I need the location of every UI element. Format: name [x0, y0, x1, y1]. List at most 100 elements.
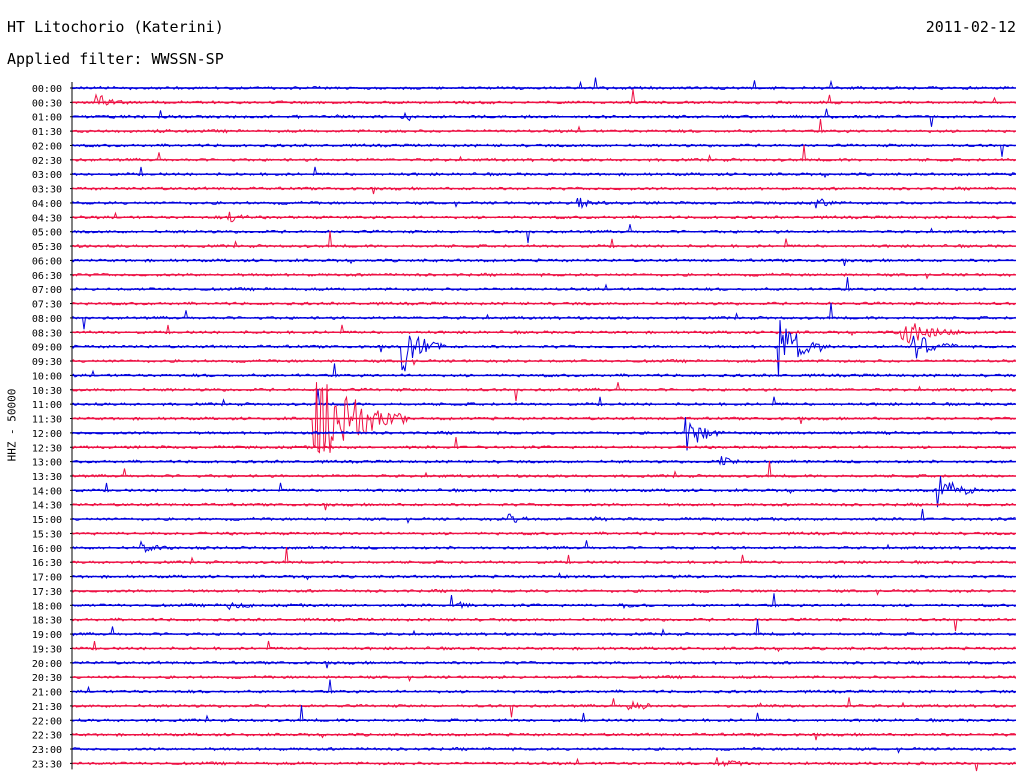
- row-time-label: 15:00: [32, 515, 62, 526]
- row-time-label: 00:30: [32, 98, 62, 109]
- trace-row-0530: 05:30: [32, 230, 1016, 253]
- trace-row-2200: 22:00: [32, 705, 1016, 727]
- trace-row-0000: 00:00: [32, 77, 1016, 95]
- trace-row-1730: 17:30: [32, 587, 1016, 598]
- row-time-label: 17:30: [32, 587, 62, 598]
- trace-row-1430: 14:30: [32, 501, 1016, 512]
- seismic-trace: [71, 230, 1016, 249]
- trace-row-1800: 18:00: [32, 593, 1016, 612]
- date-label: 2011-02-12: [925, 18, 1016, 36]
- trace-row-1300: 13:00: [32, 456, 1016, 469]
- row-time-label: 13:30: [32, 472, 62, 483]
- trace-row-1130: 11:30: [32, 382, 1016, 454]
- trace-row-0330: 03:30: [32, 185, 1016, 196]
- row-time-label: 04:30: [32, 213, 62, 224]
- row-time-label: 19:30: [32, 644, 62, 655]
- trace-row-1530: 15:30: [32, 529, 1016, 540]
- trace-row-0700: 07:00: [32, 277, 1016, 296]
- row-time-label: 13:00: [32, 458, 62, 469]
- seismic-trace: [71, 417, 1016, 451]
- trace-row-1830: 18:30: [32, 616, 1016, 632]
- row-time-label: 12:30: [32, 443, 62, 454]
- trace-row-0600: 06:00: [32, 256, 1016, 267]
- row-time-label: 06:00: [32, 256, 62, 267]
- row-time-label: 05:00: [32, 228, 62, 239]
- row-time-label: 20:30: [32, 673, 62, 684]
- row-time-label: 12:00: [32, 429, 62, 440]
- seismic-trace: [71, 382, 1016, 402]
- seismic-trace: [71, 166, 1016, 179]
- seismic-trace: [71, 302, 1016, 330]
- trace-row-1200: 12:00: [32, 417, 1016, 451]
- row-time-label: 07:00: [32, 285, 62, 296]
- row-time-label: 03:00: [32, 170, 62, 181]
- trace-row-0430: 04:30: [32, 211, 1016, 224]
- trace-row-0400: 04:00: [32, 197, 1016, 210]
- trace-row-0030: 00:30: [32, 88, 1016, 109]
- seismic-trace: [71, 640, 1016, 653]
- row-time-label: 14:00: [32, 486, 62, 497]
- seismic-trace: [71, 593, 1016, 611]
- filter-label-prefix: Applied filter:: [7, 50, 143, 68]
- seismic-trace: [71, 757, 1016, 772]
- trace-row-0800: 08:00: [32, 302, 1016, 330]
- row-time-label: 11:00: [32, 400, 62, 411]
- row-time-label: 17:00: [32, 573, 62, 584]
- row-time-label: 01:30: [32, 127, 62, 138]
- trace-row-0200: 02:00: [32, 141, 1016, 157]
- seismic-trace: [71, 697, 1016, 718]
- row-time-label: 03:30: [32, 185, 62, 196]
- row-time-label: 01:00: [32, 113, 62, 124]
- trace-row-2030: 20:30: [32, 673, 1016, 684]
- trace-row-2000: 20:00: [32, 659, 1016, 670]
- seismic-trace: [71, 144, 1016, 163]
- filter-value: WWSSN-SP: [151, 50, 224, 68]
- seismic-trace: [71, 540, 1016, 554]
- seismic-trace: [71, 224, 1016, 244]
- row-time-label: 14:30: [32, 501, 62, 512]
- seismic-trace: [71, 476, 1016, 508]
- trace-row-2330: 23:30: [32, 757, 1016, 772]
- row-time-label: 05:30: [32, 242, 62, 253]
- trace-row-0100: 01:00: [32, 108, 1016, 127]
- trace-row-2100: 21:00: [32, 679, 1016, 699]
- seismic-trace: [71, 108, 1016, 127]
- trace-row-0230: 02:30: [32, 144, 1016, 167]
- seismic-trace: [71, 674, 1016, 683]
- row-time-label: 09:00: [32, 343, 62, 354]
- row-time-label: 04:00: [32, 199, 62, 210]
- row-time-label: 10:00: [32, 371, 62, 382]
- row-time-label: 02:30: [32, 156, 62, 167]
- seismic-trace: [71, 746, 1016, 754]
- row-time-label: 16:30: [32, 558, 62, 569]
- row-time-label: 15:30: [32, 529, 62, 540]
- seismic-trace: [71, 388, 1016, 407]
- row-time-label: 21:00: [32, 688, 62, 699]
- row-time-label: 08:30: [32, 328, 62, 339]
- trace-row-1630: 16:30: [32, 547, 1016, 569]
- row-time-label: 18:30: [32, 616, 62, 627]
- trace-row-1100: 11:00: [32, 388, 1016, 411]
- row-time-label: 23:30: [32, 759, 62, 770]
- row-time-label: 08:00: [32, 314, 62, 325]
- trace-row-0130: 01:30: [32, 119, 1016, 138]
- trace-row-1500: 15:00: [32, 508, 1016, 526]
- trace-row-0830: 08:30: [32, 323, 1016, 344]
- row-time-label: 02:00: [32, 141, 62, 152]
- trace-row-1900: 19:00: [32, 618, 1016, 641]
- seismic-trace: [71, 456, 1016, 466]
- row-time-label: 21:30: [32, 702, 62, 713]
- seismic-trace: [71, 618, 1016, 637]
- seismic-trace: [72, 588, 1016, 596]
- row-time-label: 19:00: [32, 630, 62, 641]
- seismic-trace: [71, 272, 1016, 280]
- trace-row-1400: 14:00: [32, 476, 1016, 508]
- trace-row-1600: 16:00: [32, 540, 1016, 555]
- trace-row-0900: 09:00: [32, 320, 1016, 377]
- row-time-label: 16:00: [32, 544, 62, 555]
- row-time-label: 22:00: [32, 716, 62, 727]
- row-time-label: 23:00: [32, 745, 62, 756]
- seismic-trace: [71, 460, 1016, 479]
- station-title: HT Litochorio (Katerini): [7, 18, 224, 36]
